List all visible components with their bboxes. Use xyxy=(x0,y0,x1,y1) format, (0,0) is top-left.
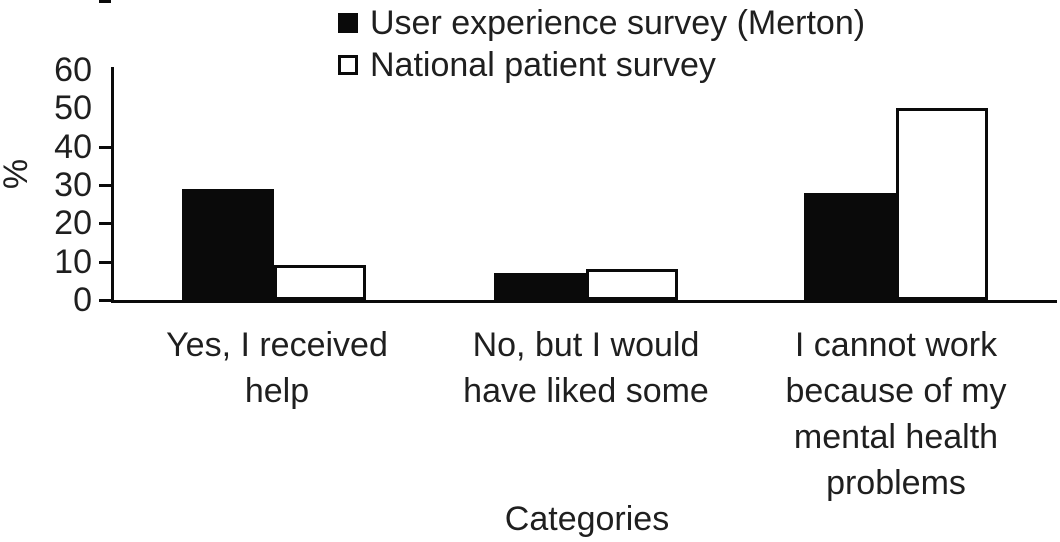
bar-series-0-category-2 xyxy=(804,193,896,300)
bar-group xyxy=(804,108,988,300)
legend-swatch-filled-icon xyxy=(338,13,358,33)
bar-series-0-category-0 xyxy=(182,189,274,300)
y-axis-tick xyxy=(99,299,111,302)
category-label: No, but I would have liked some xyxy=(463,326,709,410)
y-tick-label: 0 xyxy=(73,281,92,319)
bar-series-1-category-1 xyxy=(586,269,678,300)
legend-item-merton: User experience survey (Merton) xyxy=(338,2,865,44)
bar-group xyxy=(182,189,366,300)
y-axis-tick xyxy=(99,222,111,225)
bar-series-1-category-2 xyxy=(896,108,988,300)
y-axis-tick xyxy=(99,261,111,264)
y-axis-tick xyxy=(99,0,111,3)
y-tick-label: 10 xyxy=(54,243,92,281)
legend-label-merton: User experience survey (Merton) xyxy=(370,4,866,42)
bar-series-0-category-1 xyxy=(494,273,586,300)
y-tick-label: 40 xyxy=(54,128,92,166)
x-axis-line xyxy=(111,300,1057,303)
y-tick-label: 30 xyxy=(54,166,92,204)
category-label: I cannot work because of my mental healt… xyxy=(785,326,1007,502)
y-axis-tick xyxy=(99,146,111,149)
category-label: Yes, I received help xyxy=(166,326,388,410)
x-axis-title: Categories xyxy=(504,500,670,538)
legend: User experience survey (Merton) National… xyxy=(338,2,865,86)
y-axis-tick xyxy=(99,184,111,187)
bar-group xyxy=(494,269,678,300)
y-axis-label: % xyxy=(0,158,35,190)
bar-series-1-category-0 xyxy=(274,265,366,300)
y-tick-label: 50 xyxy=(54,89,92,127)
legend-label-national: National patient survey xyxy=(370,46,716,84)
y-tick-label: 20 xyxy=(54,204,92,242)
y-axis-line xyxy=(111,67,114,303)
legend-swatch-outline-icon xyxy=(338,55,358,75)
legend-item-national: National patient survey xyxy=(338,44,865,86)
y-tick-label: 60 xyxy=(54,51,92,89)
